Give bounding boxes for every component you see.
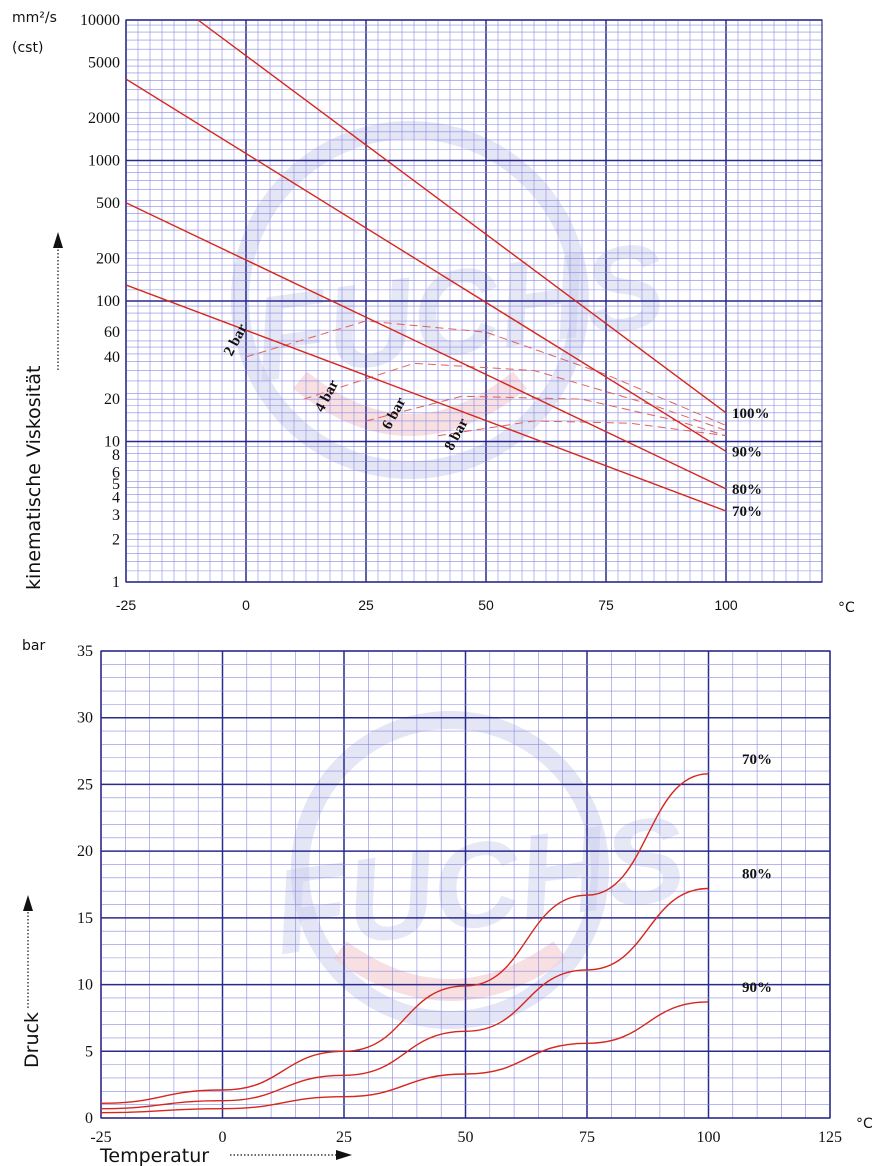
bottom-y-tick-label: 35 [77, 643, 93, 660]
viscosity-series-line [125, 284, 727, 512]
bottom-y-tick-label: 5 [85, 1043, 93, 1060]
pressure-curve-dashed [365, 395, 727, 437]
viscosity-axis-label: kinematische Viskosität [23, 366, 45, 590]
top-y-tick-label: 40 [104, 349, 120, 366]
top-x-tick-label: 75 [598, 597, 614, 613]
top-y-tick-label: 2 [112, 532, 120, 549]
watermark-bottom: FUCHS [265, 711, 693, 1029]
top-x-tick-label: 0 [242, 597, 250, 613]
top-y-tick-label: 1 [112, 574, 120, 591]
top-y-tick-label: 2000 [88, 110, 120, 127]
top-y-tick-label: 8 [112, 447, 120, 464]
top-x-tick-label: 50 [478, 597, 494, 613]
top-y-tick-label: 60 [104, 324, 120, 341]
top-x-tick-label: 25 [358, 597, 374, 613]
pressure-series-line [100, 887, 709, 1110]
top-y-tick-label: 3 [112, 507, 120, 524]
bottom-x-tick-label: 50 [458, 1129, 474, 1146]
viscosity-series-label: 100% [732, 406, 770, 422]
top-y-tick-label: 500 [96, 195, 120, 212]
top-y-tick-label: 6 [112, 465, 120, 482]
top-y-tick-label: 20 [104, 391, 120, 408]
bottom-y-tick-label: 0 [85, 1110, 93, 1127]
viscosity-series-label: 70% [732, 504, 762, 520]
top-x-tick-label: -25 [116, 597, 136, 613]
viscosity-series-label: 90% [732, 444, 762, 460]
pressure-curve-dashed [303, 362, 727, 431]
bottom-x-tick-label: -25 [90, 1129, 111, 1146]
viscosity-series-line [197, 19, 727, 414]
pressure-unit-label: bar [22, 638, 45, 654]
temperature-axis-arrow [230, 1150, 352, 1160]
bottom-x-tick-label: 100 [697, 1129, 721, 1146]
bottom-y-tick-label: 20 [77, 843, 93, 860]
pressure-series-line [100, 1001, 709, 1114]
viscosity-chart: 1234568102040601002005001000200050001000… [80, 12, 823, 613]
viscosity-series-line [125, 202, 727, 490]
top-y-tick-label: 1000 [88, 153, 120, 170]
pressure-axis-arrow [23, 895, 33, 1008]
top-plot-frame [125, 19, 823, 583]
top-y-tick-label: 10 [104, 434, 120, 451]
top-y-tick-label: 10000 [80, 12, 120, 29]
pressure-curve-dashed [245, 320, 727, 426]
bottom-plot-frame [100, 650, 831, 1119]
viscosity-series-line [125, 78, 727, 453]
pressure-axis-label: Druck [21, 1012, 43, 1068]
pressure-chart: 0 5 10 15 20 25 30 35 -25 0 25 50 75 100 125 70% 80% 90% [77, 643, 842, 1146]
top-x-tick-label: 100 [714, 597, 738, 613]
bottom-x-tick-label: 125 [818, 1129, 842, 1146]
temperature-axis-label: Temperatur [99, 1145, 209, 1166]
pressure-series-label: 70% [742, 752, 772, 768]
top-y-tick-label: 5000 [88, 54, 120, 71]
top-y-tick-label: 5 [112, 476, 120, 493]
viscosity-unit-label: mm²/s [12, 10, 57, 26]
bottom-x-unit-label: °C [856, 1116, 873, 1132]
viscosity-unit-sub-label: (cst) [12, 40, 43, 56]
pressure-curve-dashed [437, 420, 727, 437]
viscosity-axis-arrow [53, 232, 63, 370]
viscosity-series-label: 80% [732, 482, 762, 498]
pressure-series-label: 80% [742, 867, 772, 883]
pressure-series-label: 90% [742, 980, 772, 996]
top-y-tick-label: 4 [112, 489, 120, 506]
bottom-y-tick-label: 10 [77, 977, 93, 994]
bottom-y-tick-label: 25 [77, 776, 93, 793]
bottom-y-tick-label: 30 [77, 710, 93, 727]
bottom-x-tick-label: 0 [219, 1129, 227, 1146]
top-y-tick-label: 200 [96, 251, 120, 268]
top-x-unit-label: °C [838, 600, 855, 616]
pressure-series-line [100, 773, 709, 1104]
top-y-tick-label: 100 [96, 293, 120, 310]
bottom-x-tick-label: 75 [579, 1129, 595, 1146]
bottom-y-tick-label: 15 [77, 910, 93, 927]
bottom-x-tick-label: 25 [336, 1129, 352, 1146]
